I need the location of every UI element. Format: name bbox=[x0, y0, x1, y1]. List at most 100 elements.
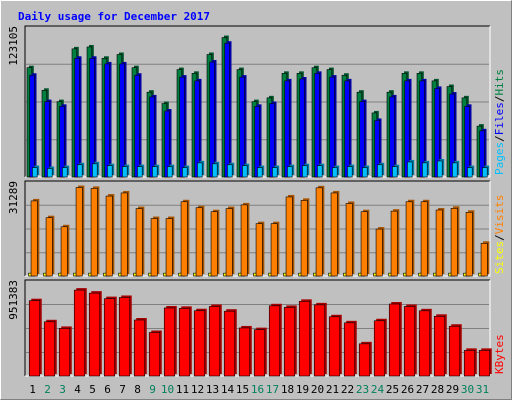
bar-pages-day-30 bbox=[467, 167, 473, 178]
bar-kbytes-day-24 bbox=[373, 320, 386, 377]
legend-files: Files bbox=[493, 102, 506, 135]
bar-visits-day-5 bbox=[90, 188, 98, 277]
bar-kbytes-day-31 bbox=[478, 350, 491, 377]
legend-hits: Hits bbox=[493, 69, 506, 96]
bar-visits-day-9 bbox=[150, 218, 158, 277]
chart-title: Daily usage for December 2017 bbox=[18, 10, 210, 23]
bar-files-day-1 bbox=[29, 74, 35, 178]
day-label-30: 30 bbox=[461, 383, 474, 396]
bar-visits-day-31 bbox=[480, 242, 488, 277]
legend-separator: / bbox=[493, 234, 506, 241]
bar-pages-day-4 bbox=[77, 164, 83, 178]
bar-kbytes-day-30 bbox=[463, 350, 476, 377]
legend-separator: / bbox=[493, 96, 506, 103]
bar-files-day-18 bbox=[284, 80, 290, 178]
bar-visits-day-1 bbox=[30, 200, 38, 277]
bar-pages-day-26 bbox=[407, 161, 413, 178]
day-axis: 1 2 3 4 5 6 7 8 9 10 11 12 13 14 15 16 17 18 19 20 21 22 23 24 2… bbox=[29, 383, 489, 396]
bar-files-day-19 bbox=[299, 78, 305, 178]
hits-files-pages-panel: 123105 Pages/Files/Hits bbox=[7, 25, 506, 178]
bar-kbytes-day-6 bbox=[103, 298, 116, 377]
bar-visits-day-22 bbox=[345, 203, 353, 277]
bar-files-day-4 bbox=[74, 57, 80, 178]
bar-kbytes-day-26 bbox=[403, 306, 416, 377]
bar-visits-day-15 bbox=[240, 204, 248, 277]
bar-pages-day-27 bbox=[422, 162, 428, 178]
day-label-25: 25 bbox=[386, 383, 399, 396]
bar-kbytes-day-27 bbox=[418, 310, 431, 377]
bar-visits-day-18 bbox=[285, 196, 293, 277]
day-label-31: 31 bbox=[476, 383, 489, 396]
day-label-7: 7 bbox=[119, 383, 126, 396]
y-max-label: 951383 bbox=[7, 280, 20, 320]
day-label-28: 28 bbox=[431, 383, 444, 396]
bar-kbytes-day-12 bbox=[193, 310, 206, 377]
bar-files-day-17 bbox=[269, 103, 275, 178]
bar-kbytes-day-15 bbox=[238, 327, 251, 377]
bar-visits-day-28 bbox=[435, 209, 443, 277]
bar-files-day-5 bbox=[89, 57, 95, 178]
legend-visits: Visits bbox=[493, 195, 506, 235]
day-label-15: 15 bbox=[236, 383, 249, 396]
bar-visits-day-26 bbox=[405, 201, 413, 277]
day-label-4: 4 bbox=[74, 383, 81, 396]
bar-kbytes-day-7 bbox=[118, 297, 131, 377]
bar-files-day-13 bbox=[209, 61, 215, 178]
bar-pages-day-21 bbox=[332, 167, 338, 178]
day-label-23: 23 bbox=[356, 383, 369, 396]
bar-kbytes-day-14 bbox=[223, 310, 236, 377]
bar-kbytes-day-8 bbox=[133, 319, 146, 377]
bar-pages-day-5 bbox=[92, 163, 98, 178]
bar-kbytes-day-1 bbox=[28, 300, 41, 377]
bar-pages-day-24 bbox=[377, 164, 383, 178]
bar-kbytes-day-22 bbox=[343, 322, 356, 377]
bar-pages-day-3 bbox=[62, 167, 68, 178]
legend-sites: Sites bbox=[493, 241, 506, 274]
bar-pages-day-6 bbox=[107, 165, 113, 178]
day-label-9: 9 bbox=[149, 383, 156, 396]
bar-files-day-3 bbox=[59, 106, 65, 178]
legend: Pages/Files/Hits bbox=[493, 69, 506, 175]
day-label-29: 29 bbox=[446, 383, 459, 396]
bar-visits-day-14 bbox=[225, 208, 233, 277]
bar-kbytes-day-11 bbox=[178, 308, 191, 377]
bar-visits-day-6 bbox=[105, 195, 113, 277]
y-max-label: 123105 bbox=[7, 26, 20, 66]
bar-kbytes-day-10 bbox=[163, 307, 176, 377]
legend: KBytes bbox=[493, 334, 506, 374]
day-label-8: 8 bbox=[134, 383, 141, 396]
bar-pages-day-15 bbox=[242, 165, 248, 178]
bar-pages-day-18 bbox=[287, 166, 293, 178]
bar-files-day-11 bbox=[179, 76, 185, 178]
bar-files-day-25 bbox=[389, 96, 395, 178]
bar-kbytes-day-23 bbox=[358, 343, 371, 377]
bar-files-day-16 bbox=[254, 106, 260, 178]
bar-visits-day-11 bbox=[180, 201, 188, 277]
bar-pages-day-17 bbox=[272, 167, 278, 178]
bar-kbytes-day-16 bbox=[253, 329, 266, 377]
bar-kbytes-day-17 bbox=[268, 305, 281, 377]
bar-kbytes-day-20 bbox=[313, 304, 326, 377]
plot-border-dark bbox=[24, 180, 490, 276]
day-label-2: 2 bbox=[44, 383, 51, 396]
legend-separator: / bbox=[493, 135, 506, 142]
day-label-21: 21 bbox=[326, 383, 339, 396]
bar-pages-day-14 bbox=[227, 164, 233, 178]
bar-kbytes-day-19 bbox=[298, 301, 311, 377]
bar-kbytes-day-9 bbox=[148, 332, 161, 377]
bar-pages-day-12 bbox=[197, 162, 203, 178]
bar-pages-day-8 bbox=[137, 166, 143, 178]
bar-visits-day-13 bbox=[210, 211, 218, 277]
bar-pages-day-22 bbox=[347, 166, 353, 178]
bar-pages-day-13 bbox=[212, 163, 218, 178]
day-label-6: 6 bbox=[104, 383, 111, 396]
bar-files-day-30 bbox=[464, 106, 470, 178]
bar-visits-day-21 bbox=[330, 192, 338, 277]
bar-files-day-8 bbox=[134, 74, 140, 178]
bar-pages-day-2 bbox=[47, 168, 53, 178]
day-label-16: 16 bbox=[251, 383, 264, 396]
day-label-26: 26 bbox=[401, 383, 414, 396]
day-label-24: 24 bbox=[371, 383, 385, 396]
